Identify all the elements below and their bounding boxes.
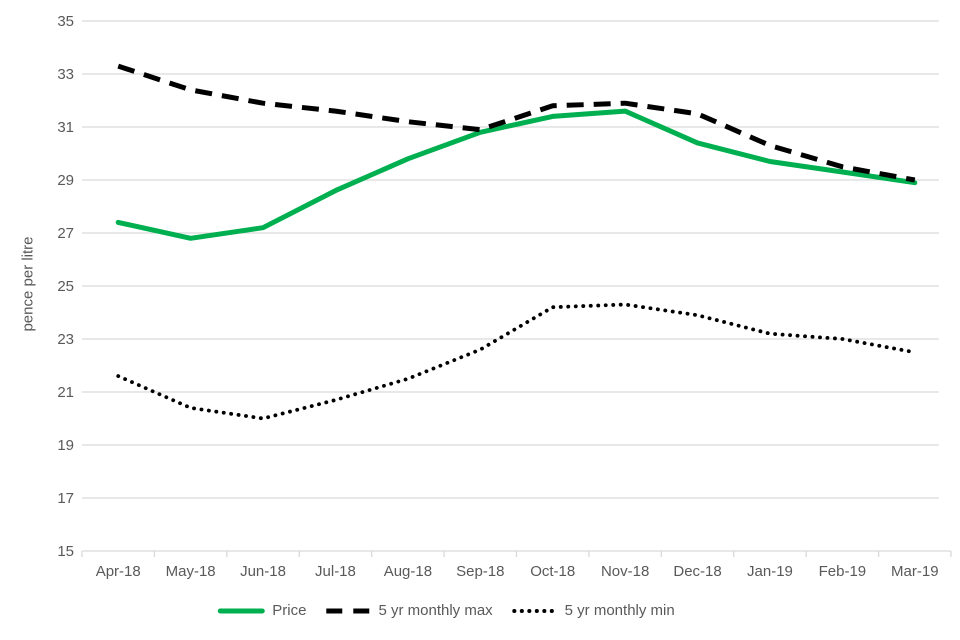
y-axis-tick-label: 31 (57, 119, 74, 136)
legend-label-price: Price (272, 602, 307, 619)
legend-label-max: 5 yr monthly max (378, 602, 493, 619)
y-axis-tick-label: 27 (57, 225, 74, 242)
y-axis-tick-label: 25 (57, 278, 74, 295)
x-axis-tick-label: Aug-18 (384, 563, 432, 580)
legend-item-max: 5 yr monthly max (325, 602, 493, 619)
series-line-5-yr-monthly-max (117, 63, 916, 183)
y-axis-tick-label: 15 (57, 543, 74, 560)
max-line-swatch (326, 608, 371, 613)
x-axis-tick-label: Apr-18 (96, 563, 141, 580)
x-axis-tick-label: Mar-19 (891, 563, 939, 580)
min-line-swatch (512, 608, 558, 613)
x-axis-tick-label: Jul-18 (315, 563, 356, 580)
y-axis-tick-label: 19 (57, 437, 74, 454)
x-axis-tick-label: May-18 (166, 563, 216, 580)
y-axis-tick-label: 33 (57, 66, 74, 83)
price-line-swatch (217, 608, 265, 613)
x-axis-tick-label: Oct-18 (530, 563, 575, 580)
x-axis-tick-label: Nov-18 (601, 563, 649, 580)
y-axis-tick-label: 17 (57, 490, 74, 507)
y-axis-tick-label: 29 (57, 172, 74, 189)
x-axis-tick-label: Sep-18 (456, 563, 504, 580)
y-axis-tick-label: 35 (57, 13, 74, 30)
x-axis-tick-label: Jun-18 (240, 563, 286, 580)
legend-label-min: 5 yr monthly min (564, 602, 675, 619)
y-axis-tick-label: 23 (57, 331, 74, 348)
series-line-5-yr-monthly-min (116, 302, 917, 421)
x-axis-tick-label: Feb-19 (819, 563, 867, 580)
legend-item-price: Price (217, 602, 306, 619)
x-axis-tick-label: Jan-19 (747, 563, 793, 580)
legend-item-min: 5 yr monthly min (512, 602, 675, 619)
y-axis-title: pence per litre (19, 236, 37, 332)
y-axis-tick-label: 21 (57, 384, 74, 401)
series-line-price (115, 108, 918, 241)
x-axis-tick-label: Dec-18 (673, 563, 721, 580)
legend: Price 5 yr monthly max 5 yr monthly min (217, 602, 675, 619)
